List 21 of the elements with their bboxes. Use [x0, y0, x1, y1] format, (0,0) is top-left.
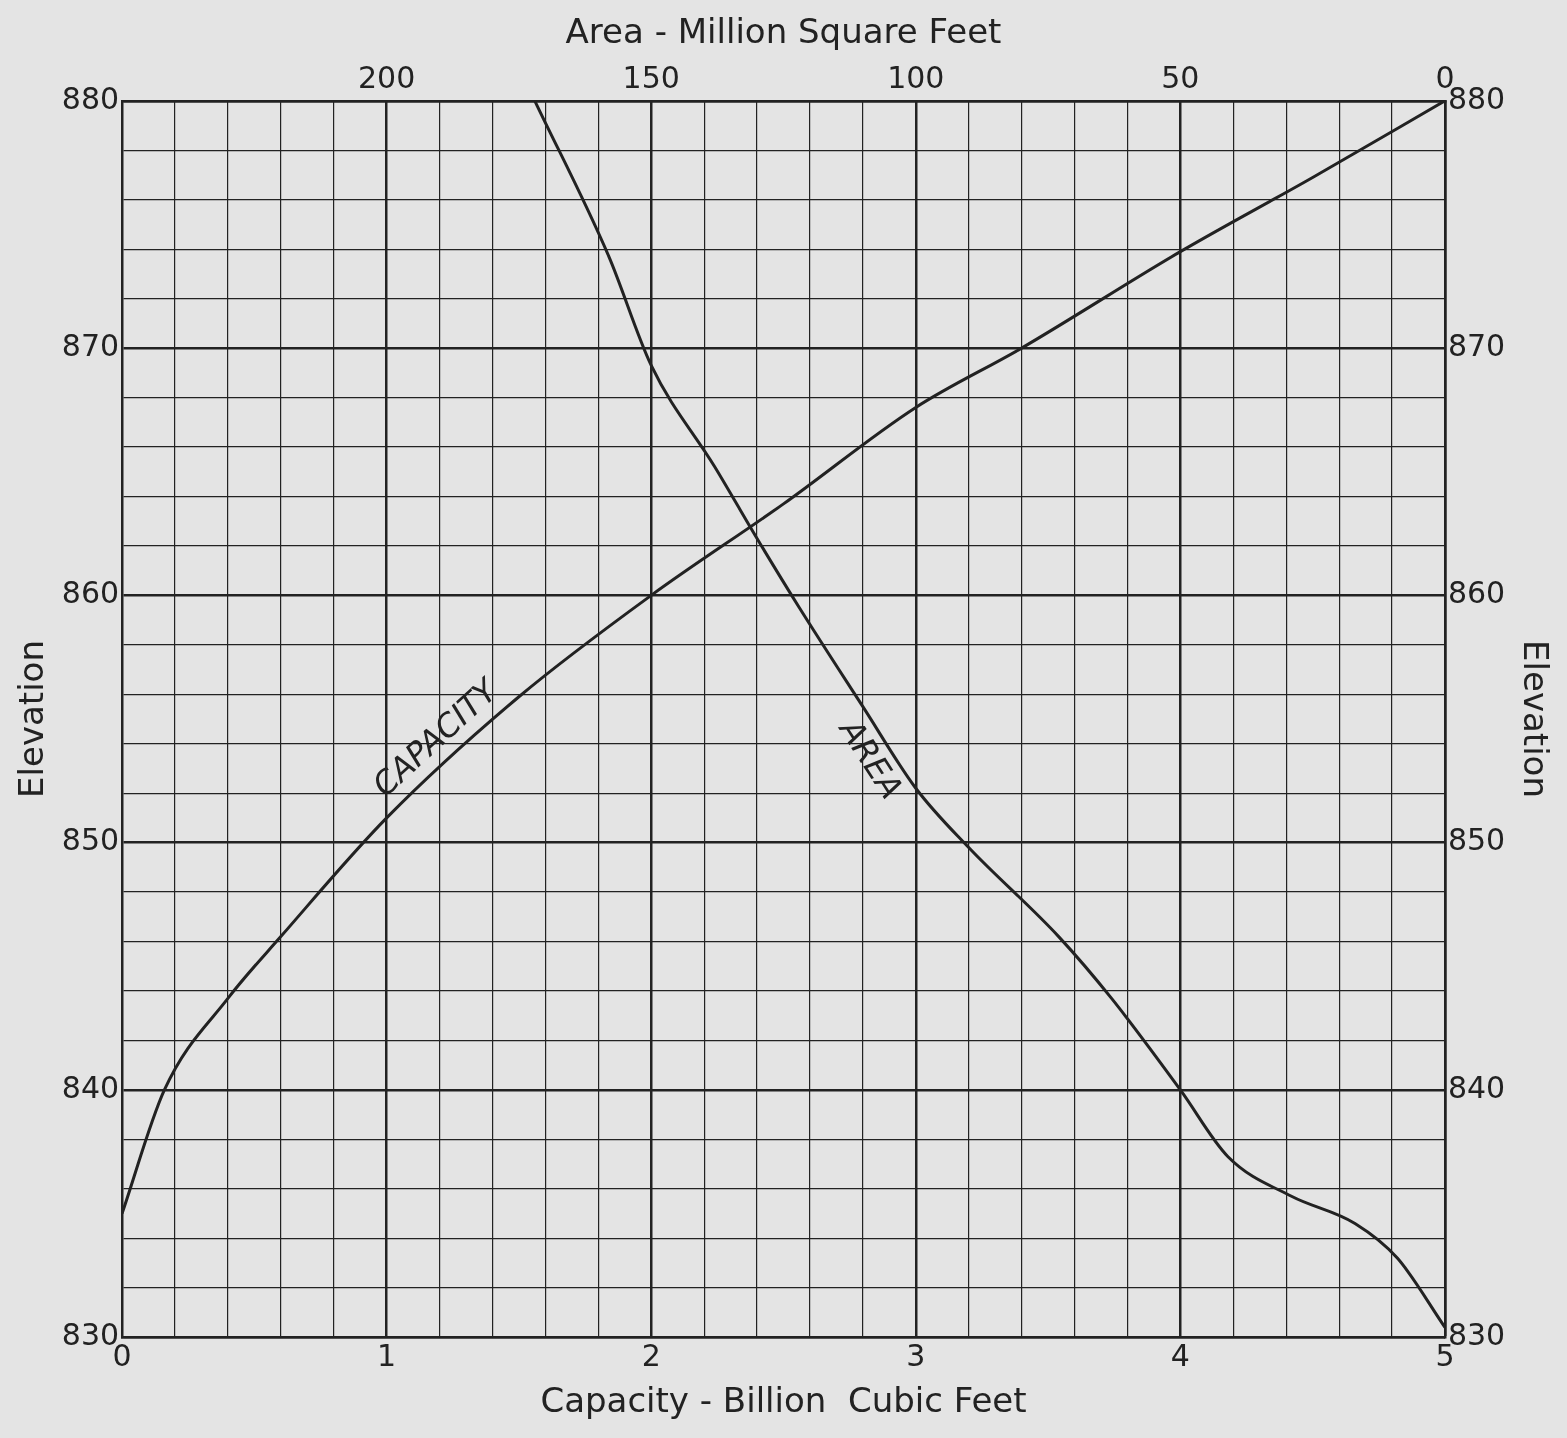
x-tick-label: 2 [641, 1338, 661, 1373]
x2-tick-label: 100 [887, 59, 945, 95]
x2-axis-title: Area - Million Square Feet [565, 11, 1002, 52]
x-tick-label: 3 [906, 1338, 926, 1373]
y-tick-label: 850 [61, 822, 120, 858]
x-tick-label: 4 [1170, 1338, 1190, 1373]
y2-axis-title: Elevation [1515, 640, 1556, 798]
y2-tick-label: 840 [1447, 1069, 1506, 1105]
y2-tick-label: 860 [1447, 575, 1506, 611]
x2-tick-label: 200 [358, 59, 416, 95]
x-axis-title: Capacity - Billion Cubic Feet [540, 1380, 1027, 1421]
x2-tick-label: 150 [622, 59, 680, 95]
y2-tick-label: 870 [1447, 327, 1506, 363]
y-tick-label: 870 [61, 327, 120, 363]
y-tick-label: 860 [61, 575, 120, 611]
y-axis-title: Elevation [11, 640, 52, 798]
x2-tick-label: 50 [1161, 59, 1200, 95]
y2-tick-label: 850 [1447, 822, 1506, 858]
y-tick-label: 840 [61, 1069, 120, 1105]
x-tick-label: 1 [377, 1338, 397, 1373]
y-tick-label: 880 [61, 80, 120, 116]
